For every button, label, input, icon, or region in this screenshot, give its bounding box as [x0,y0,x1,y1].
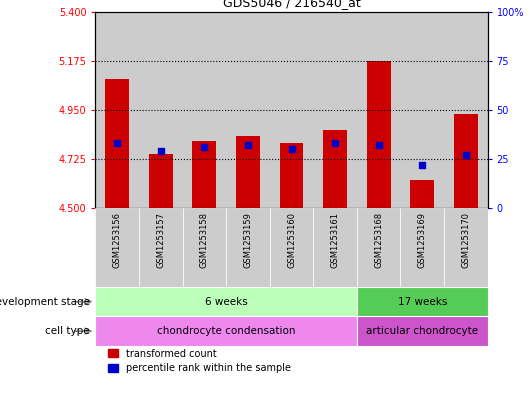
Text: GSM1253168: GSM1253168 [374,212,383,268]
Bar [357,287,488,316]
Point [200,144,209,151]
Bar [182,12,226,208]
Text: chondrocyte condensation: chondrocyte condensation [157,326,295,336]
Bar [401,208,444,287]
Point [331,140,339,147]
Bar [410,180,434,208]
Bar [105,79,129,208]
Bar [236,136,260,208]
Bar [192,141,216,208]
Bar [95,208,139,287]
Bar [139,208,182,287]
Point [462,152,470,158]
Point [374,142,383,149]
Bar [401,12,444,208]
Text: GSM1253161: GSM1253161 [331,212,340,268]
Bar [357,316,488,346]
Bar [139,12,182,208]
Text: 17 weeks: 17 weeks [398,297,447,307]
Text: GSM1253160: GSM1253160 [287,212,296,268]
Bar [313,12,357,208]
Bar [270,12,313,208]
Point [156,148,165,154]
Text: GSM1253158: GSM1253158 [200,212,209,268]
Point [287,146,296,152]
Text: GSM1253170: GSM1253170 [461,212,470,268]
Bar [149,154,173,208]
Text: articular chondrocyte: articular chondrocyte [366,326,478,336]
Bar [323,130,347,208]
Bar [226,12,270,208]
Bar [95,287,357,316]
Legend: transformed count, percentile rank within the sample: transformed count, percentile rank withi… [108,349,290,373]
Bar [367,61,391,208]
Bar [357,208,401,287]
Bar [444,208,488,287]
Bar [270,208,313,287]
Point [418,162,427,168]
Text: GSM1253159: GSM1253159 [243,212,252,268]
Text: GSM1253169: GSM1253169 [418,212,427,268]
Bar [226,208,270,287]
Bar [95,12,139,208]
Bar [279,143,304,208]
Bar [454,114,478,208]
Point [113,140,121,147]
Bar [95,316,357,346]
Bar [313,208,357,287]
Text: 6 weeks: 6 weeks [205,297,248,307]
Title: GDS5046 / 216540_at: GDS5046 / 216540_at [223,0,360,9]
Bar [444,12,488,208]
Point [244,142,252,149]
Bar [182,208,226,287]
Text: development stage: development stage [0,297,90,307]
Bar [357,12,401,208]
Text: GSM1253156: GSM1253156 [113,212,122,268]
Text: cell type: cell type [46,326,90,336]
Text: GSM1253157: GSM1253157 [156,212,165,268]
